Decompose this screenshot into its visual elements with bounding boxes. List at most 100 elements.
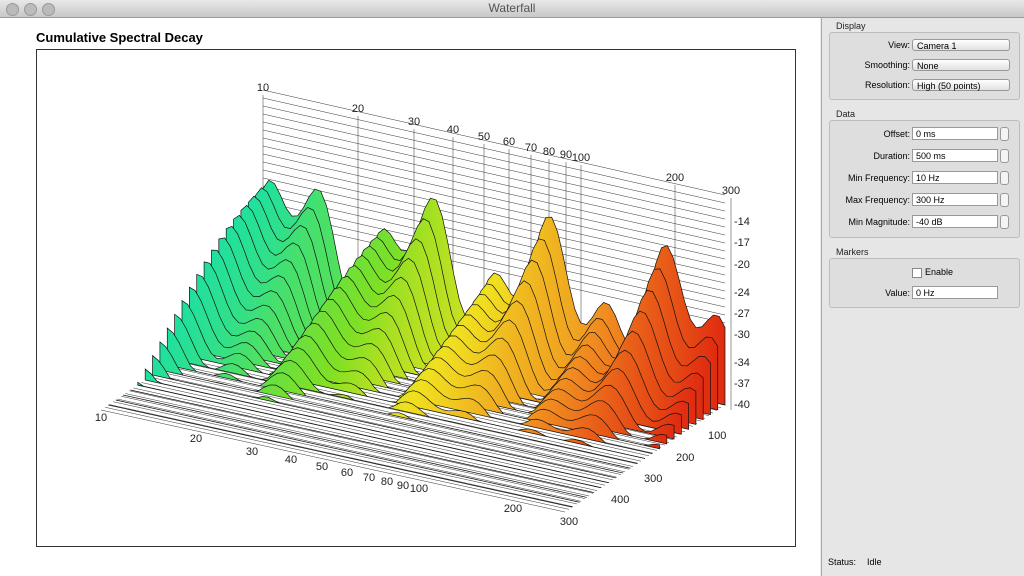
tick-label: -37 bbox=[734, 378, 750, 390]
wall-grid bbox=[262, 129, 726, 236]
floor-line bbox=[113, 401, 578, 505]
tick-label: -24 bbox=[734, 287, 750, 299]
tick-label: 80 bbox=[543, 146, 555, 158]
text-field[interactable]: 10 Hz bbox=[912, 171, 998, 184]
sidebar: Display View: Camera 1 Smoothing: None Resol… bbox=[821, 18, 1024, 576]
stepper[interactable] bbox=[1000, 127, 1009, 141]
decay-slice bbox=[130, 389, 595, 493]
decay-slice bbox=[166, 327, 631, 469]
title-bar: Waterfall bbox=[0, 0, 1024, 18]
popup-button[interactable]: Camera 1 bbox=[912, 39, 1010, 51]
wall-grid bbox=[262, 89, 726, 196]
status-label: Status: bbox=[828, 557, 857, 567]
floor-line bbox=[100, 409, 566, 513]
wall-grid bbox=[262, 105, 726, 212]
tick-label: -30 bbox=[734, 329, 750, 341]
tick-label: 90 bbox=[560, 149, 572, 161]
group-heading: Data bbox=[836, 109, 856, 119]
popup-button[interactable]: None bbox=[912, 59, 1010, 71]
stepper[interactable] bbox=[1000, 149, 1009, 163]
data-group: Offset: 0 ms Duration: 500 ms Min Frequency:… bbox=[829, 120, 1020, 238]
wall-grid bbox=[262, 113, 726, 220]
tick-label: 300 bbox=[644, 473, 662, 485]
group-heading: Markers bbox=[836, 247, 869, 257]
tick-label: 50 bbox=[478, 131, 490, 143]
wall-grid bbox=[262, 193, 726, 300]
tick-label: 40 bbox=[285, 454, 297, 466]
decay-slice bbox=[159, 341, 624, 474]
markers-group: Enable Value: 0 Hz bbox=[829, 258, 1020, 308]
tick-label: 30 bbox=[408, 116, 420, 128]
tick-label: -27 bbox=[734, 308, 750, 320]
floor-line bbox=[149, 376, 614, 481]
field-label: Duration: bbox=[873, 151, 910, 161]
field-label: View: bbox=[888, 40, 910, 50]
tick-label: 60 bbox=[341, 467, 353, 479]
tick-label: 80 bbox=[381, 476, 393, 488]
decay-slice bbox=[181, 299, 646, 459]
stepper[interactable] bbox=[1000, 193, 1009, 207]
wall-grid bbox=[262, 145, 726, 252]
wall-grid bbox=[262, 169, 726, 276]
tick-label: 70 bbox=[363, 472, 375, 484]
floor-line bbox=[109, 404, 574, 507]
wall-grid bbox=[262, 185, 726, 292]
tick-label: 100 bbox=[708, 430, 726, 442]
floor-line bbox=[133, 387, 598, 491]
popup-button[interactable]: High (50 points) bbox=[912, 79, 1010, 91]
field-label: Smoothing: bbox=[864, 60, 910, 70]
floor-line bbox=[125, 393, 590, 497]
tick-label: -14 bbox=[734, 216, 750, 228]
wall-grid bbox=[262, 153, 726, 260]
floor-line bbox=[173, 360, 638, 465]
text-field[interactable]: 500 ms bbox=[912, 149, 998, 162]
tick-label: 20 bbox=[352, 103, 364, 115]
text-field[interactable]: 0 Hz bbox=[912, 286, 998, 299]
tick-label: -40 bbox=[734, 399, 750, 411]
tick-label: 90 bbox=[397, 480, 409, 492]
field-label: Offset: bbox=[883, 129, 910, 139]
plot-area: Cumulative Spectral Decay 10 20 30 40 50 60 70… bbox=[0, 18, 820, 576]
tick-label: 100 bbox=[410, 483, 428, 495]
floor-line bbox=[157, 371, 622, 475]
plot-title: Cumulative Spectral Decay bbox=[36, 30, 203, 45]
decay-slice bbox=[108, 404, 573, 508]
stepper[interactable] bbox=[1000, 171, 1009, 185]
minimize-button[interactable] bbox=[24, 3, 37, 16]
wall-grid bbox=[262, 97, 726, 204]
floor-line bbox=[129, 390, 594, 494]
status-value: Idle bbox=[867, 557, 882, 567]
text-field[interactable]: -40 dB bbox=[912, 215, 998, 228]
floor-line bbox=[104, 407, 570, 510]
floor-line bbox=[141, 382, 606, 486]
decay-slice bbox=[152, 354, 616, 479]
checkbox-label: Enable bbox=[925, 267, 954, 277]
floor-line bbox=[121, 396, 586, 499]
decay-slice bbox=[115, 399, 580, 503]
tick-label: 30 bbox=[246, 446, 258, 458]
tick-label: 50 bbox=[316, 461, 328, 473]
stepper[interactable] bbox=[1000, 215, 1009, 229]
decay-slice bbox=[211, 249, 675, 440]
tick-label: 200 bbox=[676, 452, 694, 464]
floor-line bbox=[165, 365, 630, 470]
zoom-button[interactable] bbox=[42, 3, 55, 16]
wall-grid bbox=[262, 137, 726, 244]
tick-label: 10 bbox=[95, 412, 107, 424]
field-label: Min Frequency: bbox=[847, 173, 910, 183]
field-label: Value: bbox=[885, 288, 910, 298]
field-label: Min Magnitude: bbox=[848, 217, 910, 227]
tick-label: -17 bbox=[734, 237, 750, 249]
tick-label: 100 bbox=[572, 152, 590, 164]
wall-grid bbox=[262, 161, 726, 268]
tick-label: 10 bbox=[257, 82, 269, 94]
text-field[interactable]: 300 Hz bbox=[912, 193, 998, 206]
tick-label: 200 bbox=[504, 503, 522, 515]
floor-line bbox=[153, 374, 618, 478]
enable-checkbox[interactable] bbox=[912, 268, 922, 278]
tick-label: 400 bbox=[611, 494, 629, 506]
close-button[interactable] bbox=[6, 3, 19, 16]
text-field[interactable]: 0 ms bbox=[912, 127, 998, 140]
